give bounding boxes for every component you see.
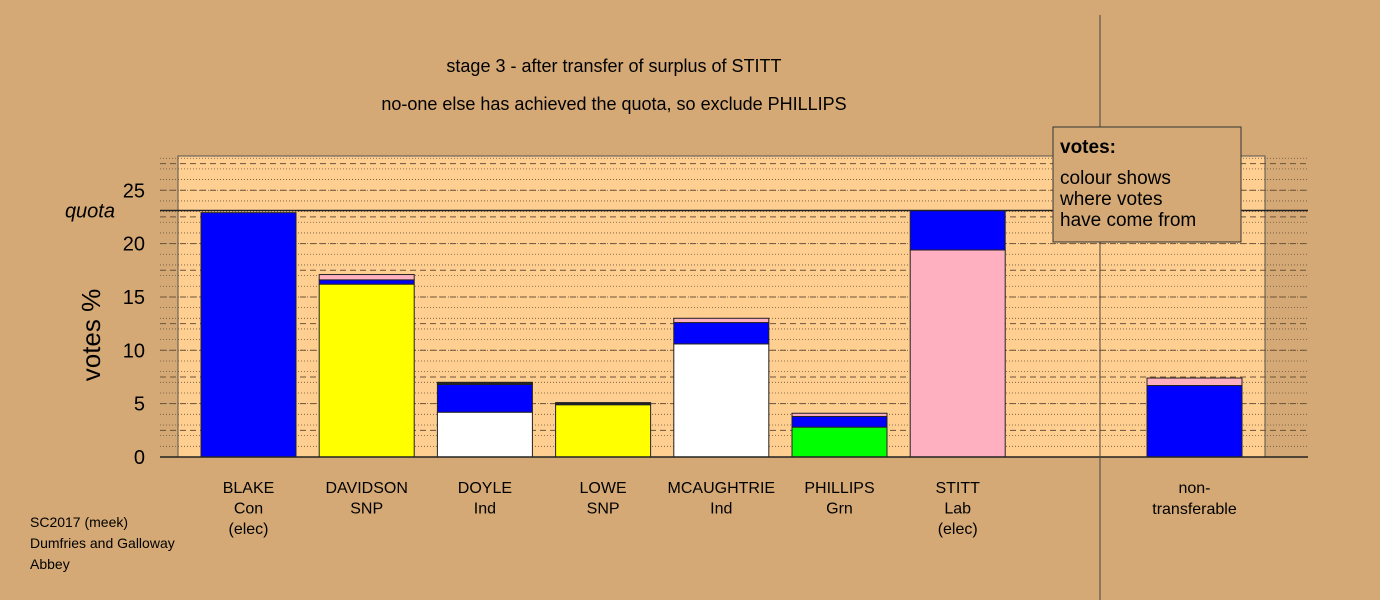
y-tick-label: 0 [134, 447, 145, 469]
bar-lowe-segment-snp [555, 404, 652, 458]
legend-title: votes: [1060, 137, 1116, 158]
x-label-davidson-0: DAVIDSON [326, 480, 408, 497]
bar-blake-segment-con [200, 212, 297, 458]
y-tick-label: 15 [123, 287, 145, 309]
quota-label: quota [65, 201, 115, 223]
bar-phillips-segment-con [791, 415, 888, 428]
legend: votes: colour shows where votes have com… [1052, 126, 1242, 243]
x-label-blake-2: (elec) [228, 521, 268, 538]
y-axis-title: votes % [76, 289, 106, 382]
x-label-nontransferable-0: non- [1178, 480, 1210, 497]
footer-line-3: Abbey [30, 556, 70, 572]
x-label-stitt-2: (elec) [938, 521, 978, 538]
bar-doyle-segment-con [436, 383, 533, 413]
x-label-blake-0: BLAKE [223, 480, 275, 497]
bar-mcaughtrie-segment-ind [673, 343, 770, 458]
x-label-mcaughtrie-1: Ind [710, 501, 732, 518]
y-tick-label: 5 [134, 394, 145, 416]
x-label-blake-1: Con [234, 501, 263, 518]
legend-line-3: have come from [1060, 210, 1196, 231]
x-axis-labels: BLAKE Con (elec) DAVIDSON SNP DOYLE Ind LOWE SNP… [223, 480, 1237, 538]
x-label-mcaughtrie-0: MCAUGHTRIE [668, 480, 776, 497]
bar-phillips-segment-grn [791, 426, 888, 458]
x-label-lowe-0: LOWE [580, 480, 627, 497]
x-label-nontransferable-1: transferable [1152, 501, 1237, 518]
bar-doyle-segment-other [436, 381, 533, 384]
x-label-lowe-1: SNP [587, 501, 620, 518]
chart-subtitle: no-one else has achieved the quota, so e… [381, 94, 846, 114]
bar-davidson-segment-snp [318, 283, 415, 458]
bar-davidson-segment-lab [318, 274, 415, 281]
bar-stitt-segment-con [909, 210, 1006, 251]
chart-title: stage 3 - after transfer of surplus of S… [446, 56, 781, 76]
y-axis: 0 5 10 15 20 25 [123, 180, 145, 469]
legend-line-2: where votes [1059, 189, 1162, 210]
footer-line-1: SC2017 (meek) [30, 514, 128, 530]
footer-line-2: Dumfries and Galloway [30, 535, 175, 551]
legend-line-1: colour shows [1060, 168, 1171, 189]
x-label-phillips-0: PHILLIPS [804, 480, 874, 497]
y-tick-label: 20 [123, 234, 145, 256]
bar-nontransferable-segment-lab [1146, 377, 1243, 387]
bar-phillips-segment-lab [791, 412, 888, 417]
x-label-stitt-1: Lab [944, 501, 971, 518]
y-tick-label: 10 [123, 340, 145, 362]
y-tick-label: 25 [123, 180, 145, 202]
bar-stitt-segment-lab [909, 249, 1006, 458]
x-label-phillips-1: Grn [826, 501, 853, 518]
bar-mcaughtrie-segment-con [673, 322, 770, 345]
x-label-doyle-0: DOYLE [458, 480, 512, 497]
x-label-stitt-0: STITT [935, 480, 980, 497]
x-label-davidson-1: SNP [350, 501, 383, 518]
legend-box [1052, 126, 1242, 243]
bars [200, 210, 1243, 458]
x-label-doyle-1: Ind [474, 501, 496, 518]
bar-doyle-segment-ind [436, 411, 533, 458]
bar-lowe-segment-other [555, 402, 652, 405]
bar-nontransferable-segment-con [1146, 385, 1243, 458]
bar-mcaughtrie-segment-lab [673, 317, 770, 324]
bar-davidson-segment-con [318, 279, 415, 285]
